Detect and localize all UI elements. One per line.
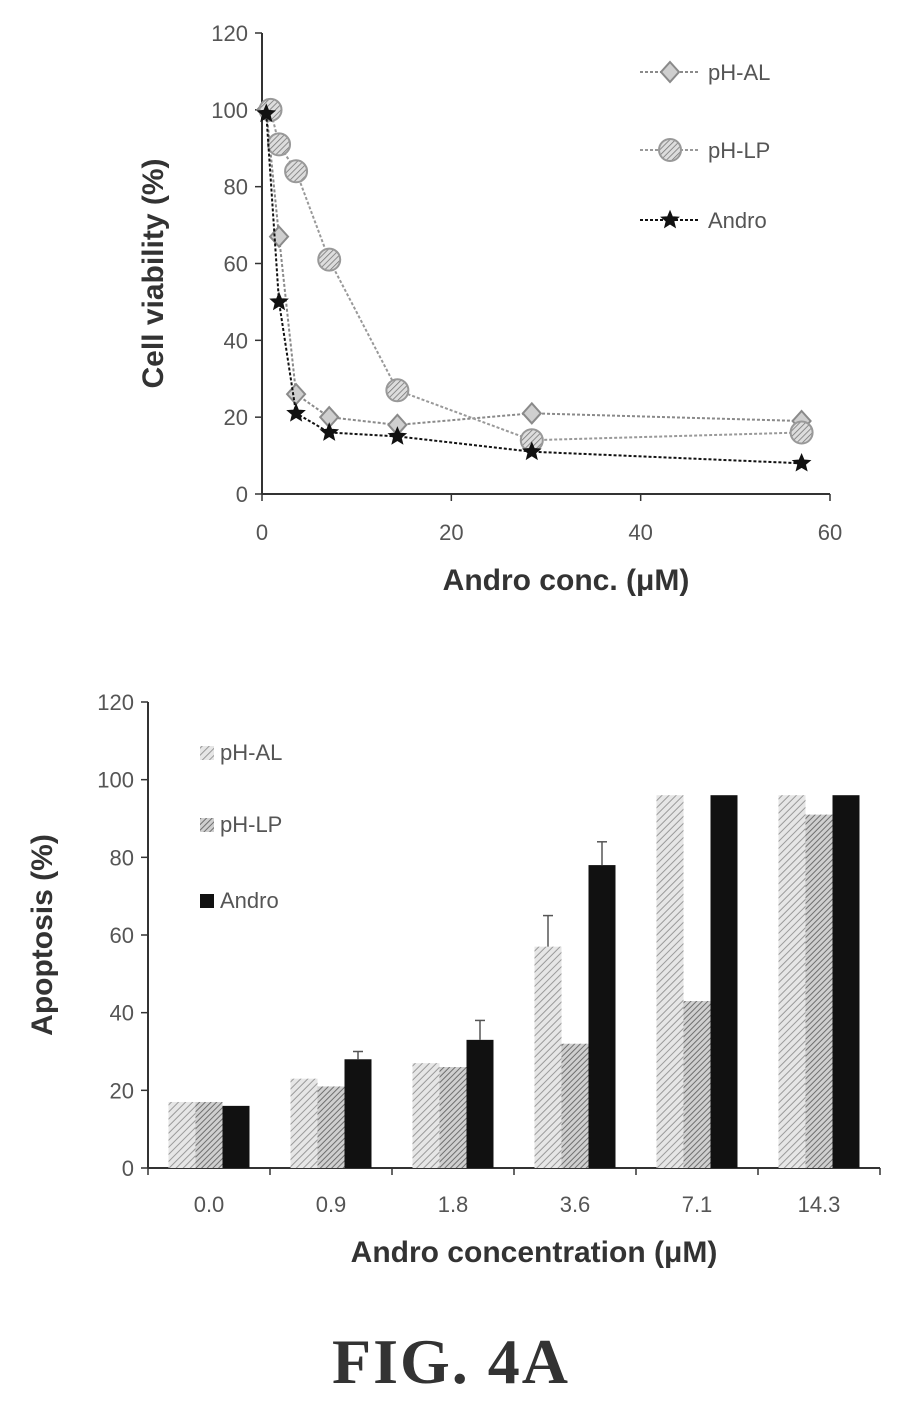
cell-viability-chart: 0 20 40 60 80 100 120 0 20 40 60 Andro conc. (μM) Ce… [137, 21, 842, 597]
y-tick-label: 20 [224, 405, 248, 430]
x-tick-label: 0.0 [194, 1192, 225, 1217]
data-point [317, 247, 342, 272]
y-tick-label: 80 [110, 845, 134, 870]
legend-entry-ph-al: pH-AL [640, 60, 770, 85]
legend-swatch [200, 894, 214, 908]
x-tick-label: 3.6 [560, 1192, 591, 1217]
bar-andro [466, 1039, 494, 1168]
data-point [285, 382, 307, 406]
legend-label: pH-LP [220, 812, 282, 837]
y-tick-label: 100 [211, 98, 248, 123]
bar-ph-al [290, 1078, 318, 1168]
bar-ph-al [534, 946, 562, 1168]
data-point [286, 402, 306, 422]
data-point [791, 453, 812, 472]
bar-andro [222, 1105, 250, 1168]
y-tick-label: 60 [110, 923, 134, 948]
legend-entry-ph-lp: pH-LP [200, 812, 282, 837]
y-tick-label: 120 [97, 690, 134, 715]
bar-ph-lp [561, 1043, 589, 1168]
y-tick-label: 60 [224, 252, 248, 277]
legend-entry-ph-al: pH-AL [200, 740, 282, 765]
legend-label: Andro [220, 888, 279, 913]
data-point [284, 159, 309, 184]
legend-label: pH-LP [708, 138, 770, 163]
x-tick-label: 0 [256, 520, 268, 545]
y-tick-label: 0 [122, 1156, 134, 1181]
data-point [789, 420, 814, 445]
data-point [269, 291, 289, 311]
legend-marker [660, 209, 680, 229]
legend-marker [658, 138, 682, 162]
bar-andro [344, 1059, 372, 1168]
y-tick-label: 40 [224, 328, 248, 353]
x-axis-title: Andro conc. (μM) [443, 564, 690, 597]
legend-label: pH-AL [708, 60, 770, 85]
y-tick-label: 40 [110, 1001, 134, 1026]
y-tick-label: 120 [211, 21, 248, 46]
y-tick-label: 20 [110, 1078, 134, 1103]
legend-swatch [200, 818, 214, 832]
bar-ph-lp [805, 814, 833, 1168]
data-point [267, 132, 292, 157]
y-tick-label: 100 [97, 768, 134, 793]
bar-ph-al [778, 795, 806, 1168]
bar-ph-lp [195, 1101, 223, 1168]
y-axis-title: Cell viability (%) [137, 158, 170, 388]
bar-ph-al [168, 1101, 196, 1168]
x-tick-label: 7.1 [682, 1192, 713, 1217]
data-point [256, 103, 277, 123]
y-tick-label: 80 [224, 175, 248, 200]
data-point [521, 401, 543, 425]
bar-ph-al [656, 795, 684, 1168]
x-tick-label: 60 [818, 520, 842, 545]
bar-ph-lp [439, 1067, 467, 1168]
x-tick-label: 40 [628, 520, 652, 545]
legend-entry-andro: Andro [200, 888, 279, 913]
data-point [268, 225, 290, 249]
legend-entry-andro: Andro [640, 208, 767, 233]
bar-ph-lp [683, 1001, 711, 1168]
y-tick-label: 0 [236, 482, 248, 507]
apoptosis-chart: 0 20 40 60 80 100 120 0.0 0.9 1.8 3.6 7.1 14.3 Andro … [26, 690, 881, 1269]
x-tick-label: 20 [439, 520, 463, 545]
x-axis-title: Andro concentration (μM) [351, 1236, 718, 1269]
data-point [387, 426, 408, 445]
bar-ph-al [412, 1063, 440, 1168]
x-tick-label: 1.8 [438, 1192, 469, 1217]
data-point [521, 441, 542, 461]
bar-ph-lp [317, 1086, 345, 1168]
legend-entry-ph-lp: pH-LP [640, 138, 770, 163]
series-andro [256, 103, 812, 472]
data-point [385, 378, 410, 403]
bar-andro [588, 865, 616, 1168]
bar-andro [832, 795, 860, 1168]
figure-label: FIG. 4A [332, 1326, 570, 1397]
data-point [319, 422, 340, 441]
bar-andro [710, 795, 738, 1168]
legend-label: pH-AL [220, 740, 282, 765]
x-tick-label: 14.3 [798, 1192, 841, 1217]
legend-label: Andro [708, 208, 767, 233]
legend-marker [659, 60, 681, 84]
x-tick-label: 0.9 [316, 1192, 347, 1217]
y-axis-title: Apoptosis (%) [26, 834, 59, 1036]
legend-swatch [200, 746, 214, 760]
